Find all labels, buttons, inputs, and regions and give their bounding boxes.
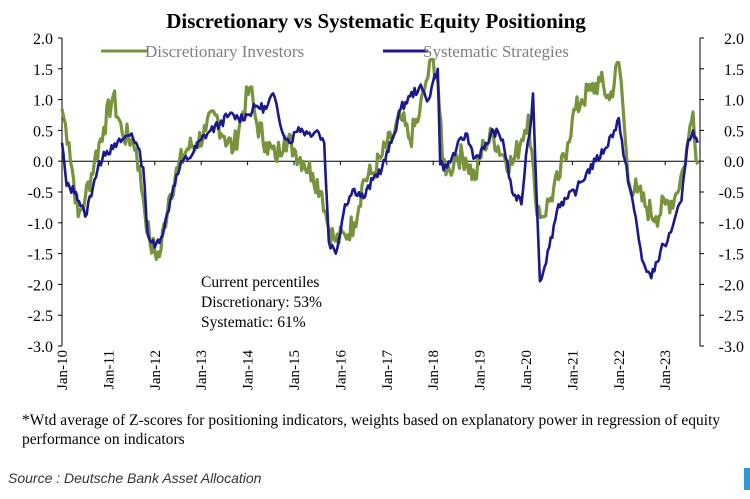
legend: Discretionary Investors Systematic Strat…	[101, 42, 569, 61]
y-tick-label-left: -3.0	[28, 339, 53, 356]
series-layer	[60, 57, 700, 283]
x-tick-label: Jan-14	[241, 350, 257, 390]
y-tick-label-right: 2.0	[724, 31, 744, 48]
y-tick-label-right: -2.0	[719, 277, 744, 294]
x-tick-label: Jan-18	[426, 350, 442, 390]
x-tick-label: Jan-12	[148, 350, 164, 390]
y-tick-label-left: 0.0	[33, 154, 53, 171]
y-tick-label-left: -0.5	[28, 185, 53, 202]
y-tick-label-right: 0.0	[724, 154, 744, 171]
annotation-line-1: Current percentiles	[201, 274, 319, 291]
x-tick-label: Jan-19	[473, 350, 489, 390]
y-tick-label-left: 1.5	[33, 62, 53, 79]
y-tick-label-left: -1.5	[28, 247, 53, 264]
y-tick-label-right: -0.5	[719, 185, 744, 202]
y-tick-label-right: -3.0	[719, 339, 744, 356]
y-tick-label-left: 1.0	[33, 93, 53, 110]
x-tick-label: Jan-16	[333, 350, 349, 390]
y-tick-label-right: -1.5	[719, 247, 744, 264]
y-tick-label-left: -2.5	[28, 308, 53, 325]
legend-label-systematic: Systematic Strategies	[423, 42, 569, 61]
brand-corner-mark	[744, 468, 750, 490]
x-tick-label: Jan-11	[101, 350, 117, 389]
y-tick-label-left: 2.0	[33, 31, 53, 48]
percentile-annotation: Current percentiles Discretionary: 53% S…	[201, 274, 322, 331]
y-tick-label-left: -2.0	[28, 277, 53, 294]
series-line-discretionary	[60, 57, 700, 261]
y-ticks-left: 2.0 1.5 1.0 0.5 0.0 -0.5 -1.0 -1.5 -2.0 -2.5 -3.0	[28, 31, 62, 356]
y-tick-label-right: -1.0	[719, 216, 744, 233]
y-tick-label-left: 0.5	[33, 123, 53, 140]
chart-title: Discretionary vs Systematic Equity Posit…	[166, 9, 586, 33]
y-ticks-right: 2.0 1.5 1.0 0.5 0.0 -0.5 -1.0 -1.5 -2.0 -2.5 -3.0	[700, 31, 744, 356]
y-tick-label-right: 1.0	[724, 93, 744, 110]
footnote: *Wtd average of Z-scores for positioning…	[22, 412, 721, 448]
x-tick-label: Jan-15	[287, 350, 303, 390]
x-tick-label: Jan-10	[55, 350, 71, 390]
x-tick-label: Jan-21	[565, 350, 581, 390]
y-tick-label-right: 0.5	[724, 123, 744, 140]
y-tick-label-left: -1.0	[28, 216, 53, 233]
chart-svg: Discretionary vs Systematic Equity Posit…	[28, 9, 744, 390]
y-tick-label-right: 1.5	[724, 62, 744, 79]
x-ticks: Jan-10 Jan-11 Jan-12 Jan-13 Jan-14 Jan-15 Jan-…	[55, 161, 674, 390]
source-note: Source : Deutsche Bank Asset Allocation	[8, 470, 262, 486]
x-tick-label: Jan-20	[519, 350, 535, 390]
x-tick-label: Jan-13	[194, 350, 210, 390]
legend-label-discretionary: Discretionary Investors	[145, 42, 304, 61]
annotation-line-3: Systematic: 61%	[201, 314, 306, 331]
series-line-systematic	[60, 67, 699, 283]
x-tick-label: Jan-22	[612, 350, 628, 390]
annotation-line-2: Discretionary: 53%	[201, 294, 322, 311]
y-tick-label-right: -2.5	[719, 308, 744, 325]
x-tick-label: Jan-17	[380, 350, 396, 390]
x-tick-label: Jan-23	[658, 350, 674, 390]
